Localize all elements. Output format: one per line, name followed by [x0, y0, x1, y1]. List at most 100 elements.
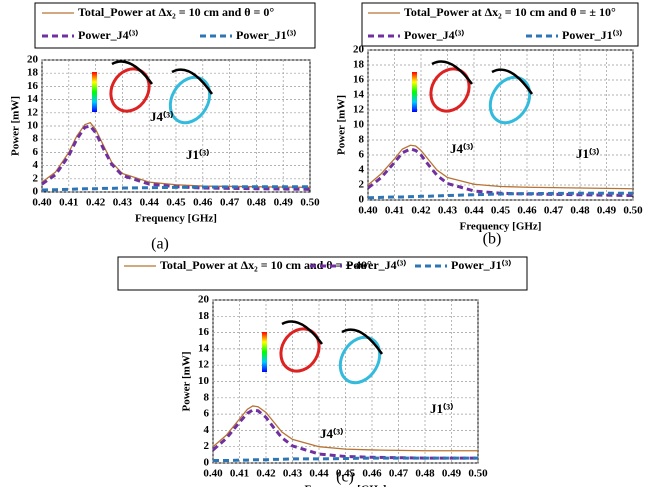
y-tick-label: 6	[33, 146, 39, 158]
x-tick-label: 0.42	[411, 205, 431, 217]
y-tick-label: 20	[353, 44, 365, 56]
annotation: J1⁽³⁾	[430, 401, 453, 416]
panel-label: (b)	[483, 231, 502, 248]
y-axis-label: Power [mW]	[181, 352, 193, 412]
x-tick-label: 0.48	[247, 197, 267, 209]
y-tick-label: 0	[33, 186, 39, 198]
y-tick-label: 0	[359, 194, 365, 206]
y-tick-label: 14	[198, 342, 210, 354]
series-line	[212, 405, 478, 452]
y-tick-label: 18	[353, 59, 365, 71]
x-tick-label: 0.49	[442, 468, 462, 480]
y-tick-label: 14	[27, 93, 39, 105]
y-tick-label: 10	[27, 120, 39, 132]
current-arrow	[111, 60, 154, 85]
x-tick-label: 0.49	[597, 205, 617, 217]
y-tick-label: 10	[198, 375, 210, 387]
legend-label: Power_J1⁽³⁾	[562, 28, 622, 42]
x-tick-label: 0.47	[544, 205, 564, 217]
current-arrow	[491, 68, 534, 95]
series-line	[367, 144, 634, 190]
panel-label: (a)	[151, 236, 169, 253]
series-line	[367, 191, 633, 200]
x-tick-label: 0.50	[468, 468, 488, 480]
x-tick-label: 0.42	[256, 468, 276, 480]
x-tick-label: 0.48	[570, 205, 590, 217]
current-loop	[338, 335, 382, 385]
y-tick-label: 20	[27, 54, 39, 66]
y-tick-label: 4	[204, 424, 210, 436]
y-axis-label: Power [mW]	[336, 95, 348, 155]
panel-label: (c)	[336, 469, 354, 486]
y-tick-label: 12	[198, 359, 210, 371]
x-tick-label: 0.41	[385, 205, 404, 217]
x-tick-label: 0.46	[362, 468, 382, 480]
annotation: J1⁽³⁾	[576, 146, 599, 161]
x-tick-label: 0.47	[389, 468, 409, 480]
y-tick-label: 6	[204, 408, 210, 420]
current-arrow	[431, 60, 474, 85]
y-tick-label: 18	[27, 67, 39, 79]
x-tick-label: 0.44	[140, 197, 160, 209]
x-tick-label: 0.45	[491, 205, 511, 217]
legend-label: Total_Power at Δx₂ = 10 cm and θ = 0°	[78, 5, 274, 19]
x-tick-label: 0.40	[203, 468, 223, 480]
x-tick-label: 0.48	[415, 468, 435, 480]
y-tick-label: 8	[359, 134, 365, 146]
y-tick-label: 14	[353, 89, 365, 101]
x-axis-label: Frequency [GHz]	[305, 484, 387, 487]
y-tick-label: 8	[204, 391, 210, 403]
y-tick-label: 2	[359, 179, 365, 191]
x-tick-label: 0.50	[300, 197, 320, 209]
legend-label: Power_J1⁽³⁾	[236, 28, 296, 42]
x-tick-label: 0.43	[113, 197, 133, 209]
x-tick-label: 0.42	[86, 197, 106, 209]
y-tick-label: 2	[204, 440, 210, 452]
current-loop	[488, 75, 532, 125]
annotation: J4⁽³⁾	[450, 141, 473, 156]
y-tick-label: 10	[353, 119, 365, 131]
x-tick-label: 0.46	[193, 197, 213, 209]
current-arrow	[171, 68, 214, 95]
legend-box	[34, 2, 316, 49]
y-tick-label: 2	[33, 172, 39, 184]
colorbar	[262, 332, 267, 372]
annotation: J1⁽³⁾	[186, 147, 209, 162]
y-tick-label: 16	[27, 80, 39, 92]
y-tick-label: 12	[27, 106, 39, 118]
y-tick-label: 20	[198, 294, 210, 306]
x-tick-label: 0.49	[274, 197, 294, 209]
legend-label: Power_J4⁽³⁾	[78, 28, 138, 42]
x-tick-label: 0.40	[358, 205, 378, 217]
x-tick-label: 0.46	[517, 205, 537, 217]
y-tick-label: 16	[353, 74, 365, 86]
series-line	[41, 185, 310, 192]
annotation: J4⁽³⁾	[150, 109, 173, 124]
x-tick-label: 0.43	[438, 205, 458, 217]
current-loop	[168, 75, 212, 125]
x-tick-label: 0.45	[336, 468, 356, 480]
x-tick-label: 0.44	[464, 205, 484, 217]
colorbar	[92, 72, 97, 112]
legend-box	[117, 256, 528, 291]
y-axis-label: Power [mW]	[10, 96, 22, 156]
x-tick-label: 0.44	[309, 468, 329, 480]
y-tick-label: 6	[359, 149, 365, 161]
legend-label: Power_J1⁽³⁾	[451, 258, 511, 272]
legend-label: Total_Power at Δx₂ = 10 cm and θ = ± 10°	[404, 5, 616, 19]
annotation: J4⁽³⁾	[320, 426, 343, 441]
y-tick-label: 12	[353, 104, 365, 116]
y-tick-label: 8	[33, 133, 39, 145]
x-tick-label: 0.50	[623, 205, 643, 217]
x-tick-label: 0.41	[230, 468, 249, 480]
y-tick-label: 16	[198, 326, 210, 338]
x-tick-label: 0.45	[166, 197, 186, 209]
y-tick-label: 4	[33, 159, 39, 171]
x-axis-label: Frequency [GHz]	[460, 221, 542, 233]
legend-box	[361, 2, 639, 47]
current-arrow	[281, 320, 324, 345]
x-tick-label: 0.47	[220, 197, 240, 209]
current-arrow	[341, 328, 384, 355]
series-line	[213, 456, 478, 463]
